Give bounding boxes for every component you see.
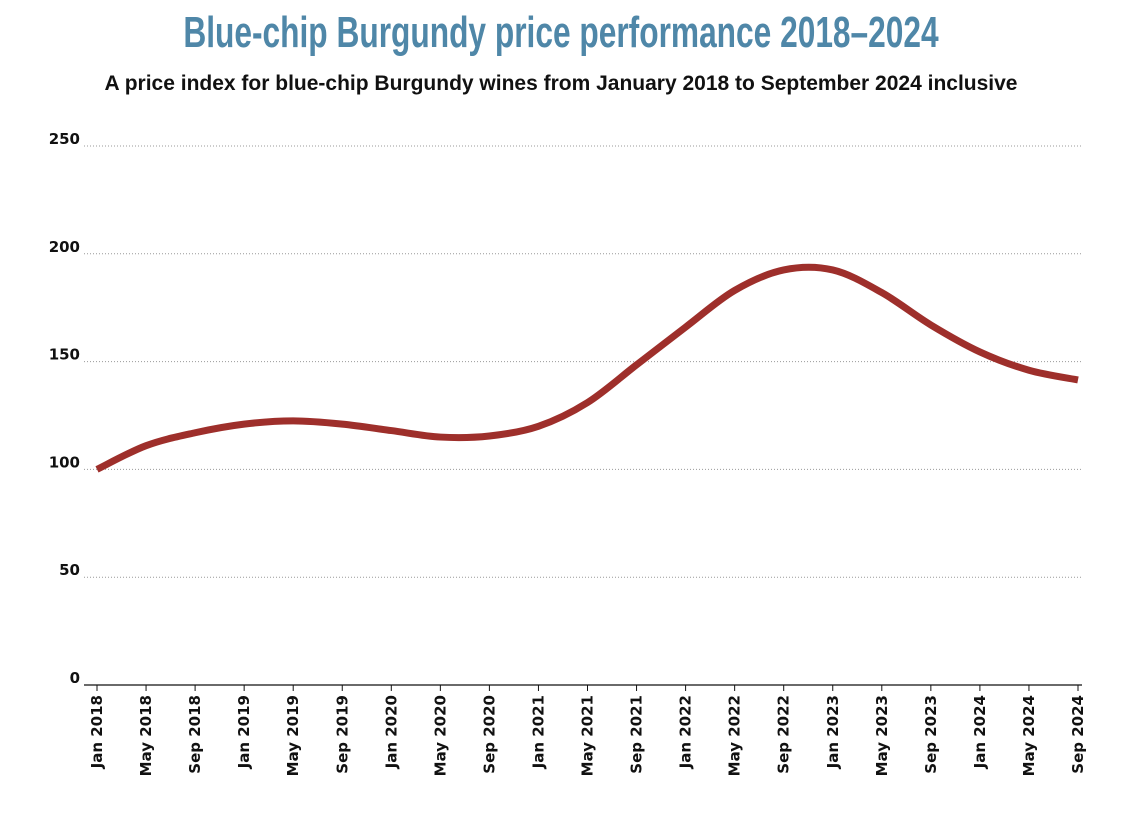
y-tick-label: 200 [49,238,80,256]
x-tick-label: May 2020 [431,695,449,776]
x-tick-label: May 2022 [726,695,744,776]
y-tick-label: 150 [49,346,80,364]
x-tick-label: May 2021 [579,695,597,776]
x-tick-label: Jan 2022 [677,695,695,769]
x-tick-label: May 2018 [137,695,155,776]
x-tick-label: May 2024 [1020,695,1038,776]
y-tick-label: 50 [59,561,80,579]
x-tick-label: Jan 2018 [88,695,106,769]
x-tick-label: Sep 2024 [1069,695,1087,774]
y-tick-label: 100 [49,453,80,471]
y-tick-label: 250 [49,130,80,148]
x-tick-label: Jan 2024 [971,695,989,769]
chart-title: Blue-chip Burgundy price performance 201… [183,8,939,57]
x-tick-label: May 2019 [284,695,302,776]
series-line [95,263,1079,473]
x-tick-label: Sep 2020 [480,695,498,774]
x-tick-label: May 2023 [873,695,891,776]
x-tick-label: Sep 2023 [922,695,940,774]
x-tick-label: Jan 2023 [824,695,842,769]
x-tick-label: Sep 2019 [333,695,351,774]
x-tick-label: Sep 2022 [775,695,793,774]
chart-subtitle: A price index for blue-chip Burgundy win… [104,72,1018,95]
y-tick-label: 0 [70,669,80,687]
x-tick-label: Jan 2021 [529,695,547,769]
x-tick-label: Sep 2018 [186,695,204,774]
x-tick-label: Jan 2019 [235,695,253,769]
x-tick-label: Jan 2020 [382,695,400,769]
x-tick-label: Sep 2021 [628,695,646,774]
